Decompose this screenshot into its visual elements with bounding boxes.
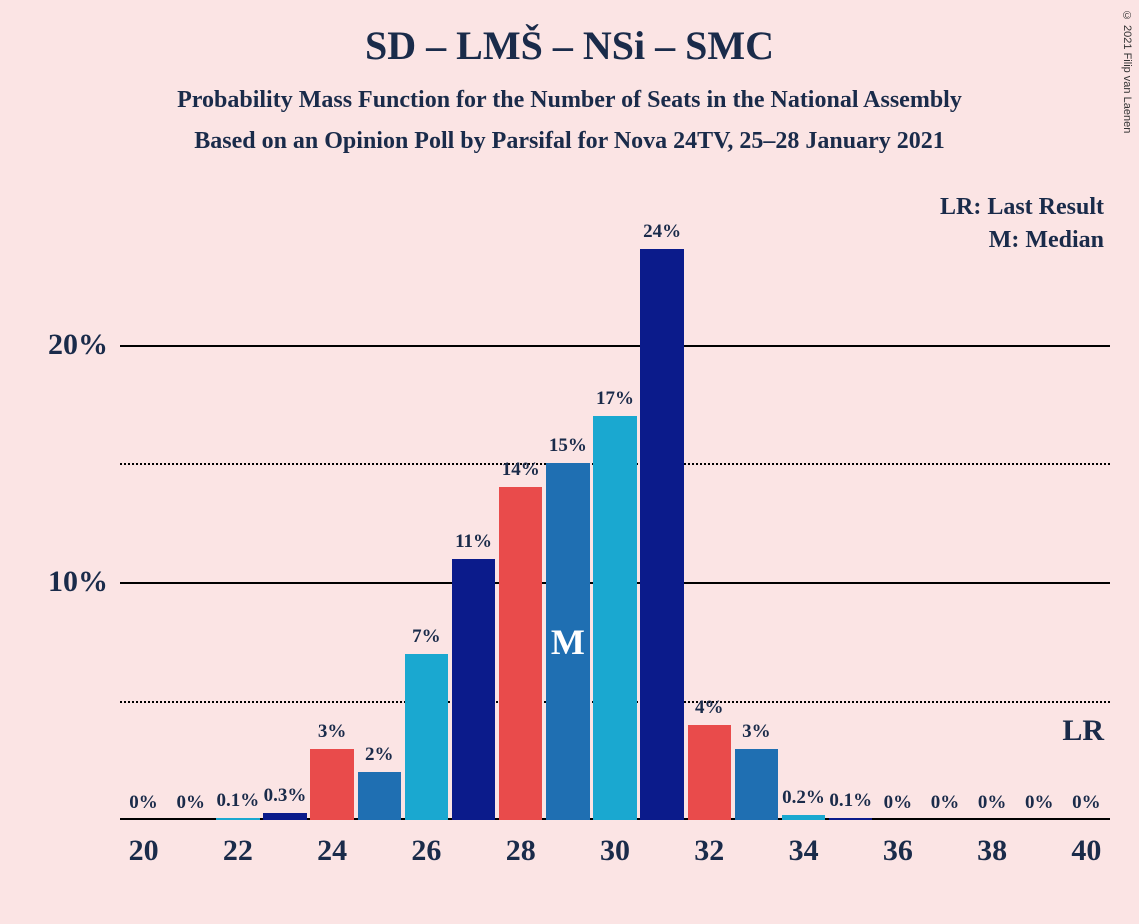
- bar-value-label: 24%: [643, 221, 681, 243]
- median-marker: M: [551, 621, 585, 663]
- bar: 3%: [735, 749, 778, 820]
- bar: 0.2%: [782, 815, 825, 820]
- x-axis-label: 22: [223, 834, 253, 868]
- bar-value-label: 0%: [884, 792, 913, 814]
- bar-value-label: 0.1%: [829, 790, 872, 812]
- chart-subtitle-2: Based on an Opinion Poll by Parsifal for…: [0, 128, 1139, 155]
- x-axis-label: 40: [1071, 834, 1101, 868]
- bar-value-label: 7%: [412, 626, 441, 648]
- bar-value-label: 0.1%: [216, 790, 259, 812]
- bar-value-label: 0%: [978, 792, 1007, 814]
- x-axis-label: 38: [977, 834, 1007, 868]
- bar-value-label: 3%: [318, 721, 347, 743]
- bar: 4%: [688, 725, 731, 820]
- plot-area: 10%20%20222426283032343638400%0%0.1%0.3%…: [120, 190, 1110, 820]
- bar-value-label: 0.2%: [782, 787, 825, 809]
- bar-value-label: 0%: [1025, 792, 1054, 814]
- x-axis-label: 20: [129, 834, 159, 868]
- chart-title: SD – LMŠ – NSi – SMC: [0, 0, 1139, 69]
- x-axis-label: 36: [883, 834, 913, 868]
- bar-value-label: 3%: [742, 721, 771, 743]
- bar-value-label: 15%: [549, 435, 587, 457]
- bar: 15%M: [546, 463, 589, 820]
- bar-value-label: 11%: [455, 531, 492, 553]
- bar-value-label: 14%: [502, 459, 540, 481]
- gridline: [120, 345, 1110, 347]
- bar: 0.3%: [263, 813, 306, 820]
- x-axis-label: 28: [506, 834, 536, 868]
- bar: 2%: [358, 772, 401, 820]
- bar: 11%: [452, 559, 495, 821]
- copyright-text: © 2021 Filip van Laenen: [1121, 10, 1133, 133]
- legend: LR: Last Result M: Median: [940, 194, 1104, 254]
- y-axis-label: 10%: [48, 565, 108, 599]
- bar-value-label: 0%: [931, 792, 960, 814]
- bar-value-label: 2%: [365, 744, 394, 766]
- bar: 17%: [593, 416, 636, 820]
- bar-value-label: 0%: [176, 792, 205, 814]
- x-axis-label: 30: [600, 834, 630, 868]
- bar: 14%: [499, 487, 542, 820]
- y-axis-label: 20%: [48, 328, 108, 362]
- x-axis-label: 34: [789, 834, 819, 868]
- bar-value-label: 0.3%: [264, 785, 307, 807]
- x-axis-label: 24: [317, 834, 347, 868]
- legend-m: M: Median: [940, 227, 1104, 254]
- bar: 0.1%: [829, 818, 872, 820]
- bar: 24%: [640, 249, 683, 820]
- bar: 3%: [310, 749, 353, 820]
- bar-value-label: 4%: [695, 697, 724, 719]
- bar-value-label: 17%: [596, 388, 634, 410]
- bar-value-label: 0%: [1072, 792, 1101, 814]
- bar: 7%: [405, 654, 448, 820]
- legend-lr: LR: Last Result: [940, 194, 1104, 221]
- x-axis-label: 32: [694, 834, 724, 868]
- bar-value-label: 0%: [129, 792, 158, 814]
- bar: 0.1%: [216, 818, 259, 820]
- x-axis-label: 26: [411, 834, 441, 868]
- chart-subtitle-1: Probability Mass Function for the Number…: [0, 87, 1139, 114]
- lr-marker: LR: [1062, 714, 1104, 748]
